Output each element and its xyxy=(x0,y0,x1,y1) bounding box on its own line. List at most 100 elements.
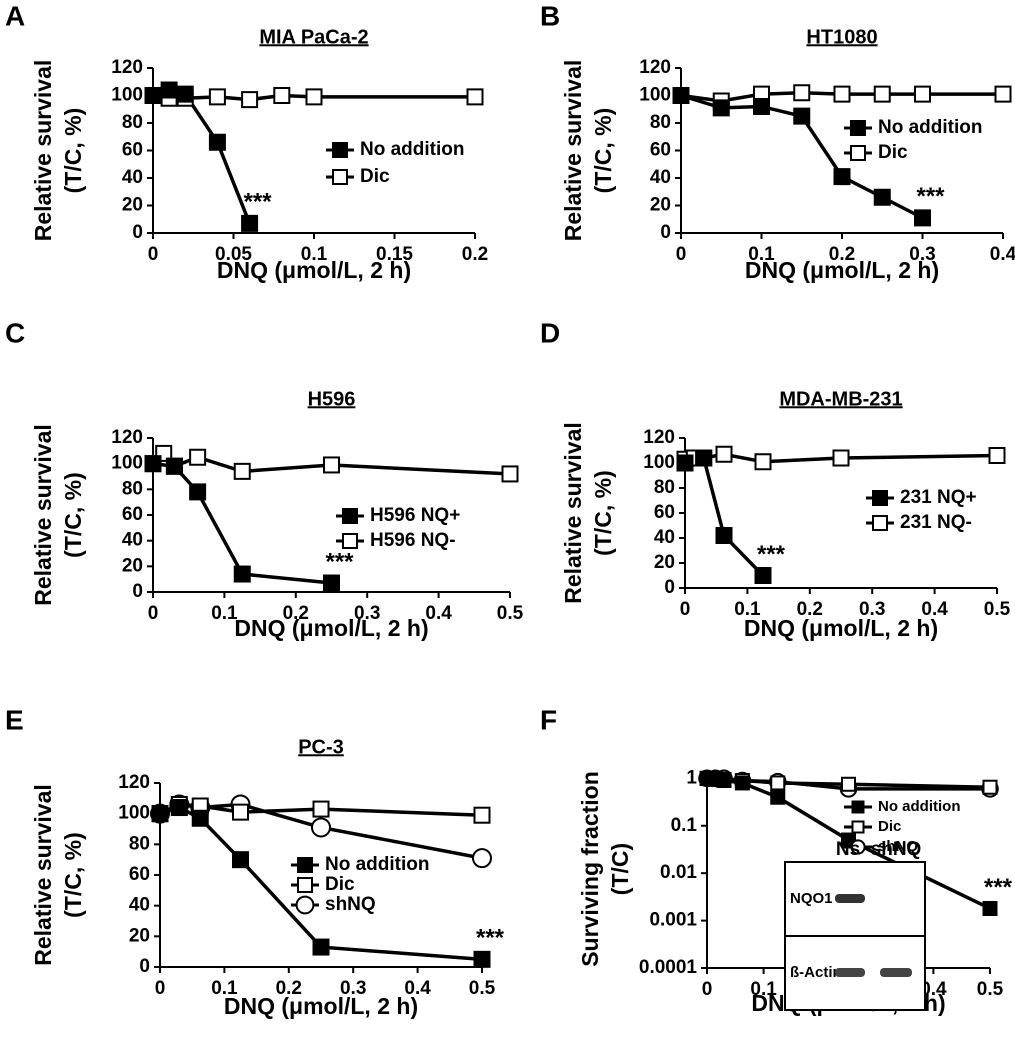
marker xyxy=(754,453,772,471)
y-tick-label: 20 xyxy=(654,552,675,573)
y-tick-label: 40 xyxy=(122,167,143,188)
y-tick-label: 40 xyxy=(650,167,671,188)
y-axis-label: Relative survival xyxy=(560,422,586,604)
y-tick-label: 40 xyxy=(654,527,675,548)
y-tick-label: 60 xyxy=(650,140,671,161)
marker xyxy=(770,789,786,805)
marker xyxy=(833,85,851,103)
inset-row: NQO1 xyxy=(790,890,833,907)
marker xyxy=(170,799,188,817)
x-tick-label: 0.2 xyxy=(829,244,855,265)
series-line xyxy=(152,461,332,585)
legend-label: Dic xyxy=(325,874,355,895)
x-axis-label: DNQ (μmol/L, 2 h) xyxy=(745,257,939,283)
legend-label: No addition xyxy=(360,139,464,160)
y-tick-label: 0 xyxy=(664,577,675,598)
marker xyxy=(342,533,358,549)
marker xyxy=(734,775,750,791)
marker xyxy=(715,445,733,463)
x-tick-label: 0.1 xyxy=(748,244,775,265)
marker xyxy=(672,87,690,104)
panel-letter: E xyxy=(5,704,24,735)
y-tick-label: 120 xyxy=(118,772,150,793)
marker xyxy=(695,449,713,467)
x-tick-label: 0.3 xyxy=(354,603,380,624)
marker xyxy=(753,98,770,115)
marker xyxy=(712,99,730,117)
marker xyxy=(332,142,348,158)
marker xyxy=(850,839,866,855)
legend-label: Dic xyxy=(878,818,901,835)
marker xyxy=(873,85,891,103)
x-tick-label: 0.1 xyxy=(750,979,777,1000)
legend-label: H596 NQ- xyxy=(370,530,456,551)
marker xyxy=(754,567,772,584)
y-axis-label: Relative survival xyxy=(560,60,586,242)
y-tick-label: 80 xyxy=(654,477,675,498)
panel-letter: A xyxy=(5,0,25,31)
x-tick-label: 0.3 xyxy=(909,244,935,265)
marker xyxy=(311,817,331,838)
marker xyxy=(151,805,169,823)
marker xyxy=(473,950,491,968)
marker xyxy=(323,456,340,474)
legend-label: No addition xyxy=(878,798,961,815)
y-tick-label: 1 xyxy=(686,767,697,788)
x-tick-label: 0 xyxy=(702,979,713,1000)
y-tick-label: 20 xyxy=(650,195,671,216)
marker xyxy=(872,490,888,506)
annotation: *** xyxy=(984,874,1013,901)
marker xyxy=(833,168,851,186)
marker xyxy=(232,803,249,821)
marker xyxy=(793,84,811,102)
marker xyxy=(841,776,856,792)
y-axis-label: (T/C, %) xyxy=(60,108,86,194)
marker xyxy=(160,81,178,99)
chart-title: MIA PaCa-2 xyxy=(259,26,368,48)
marker xyxy=(982,779,998,795)
x-tick-label: 0 xyxy=(148,603,159,624)
y-axis-label: (T/C, %) xyxy=(590,470,616,556)
marker xyxy=(715,527,733,544)
marker xyxy=(241,91,259,109)
legend-label: 231 NQ- xyxy=(900,512,972,533)
y-tick-label: 0.001 xyxy=(649,910,697,931)
legend-label: No addition xyxy=(325,854,429,875)
x-tick-label: 0.4 xyxy=(404,978,431,999)
y-tick-label: 0.1 xyxy=(671,815,698,836)
panel-letter: F xyxy=(540,704,557,735)
y-tick-label: 0 xyxy=(132,581,143,602)
x-tick-label: 0.3 xyxy=(340,978,366,999)
y-tick-label: 60 xyxy=(122,140,143,161)
legend-label: H596 NQ+ xyxy=(370,505,460,526)
marker xyxy=(232,851,249,869)
y-axis-label: Relative survival xyxy=(30,784,56,966)
chart-title: MDA-MB-231 xyxy=(779,388,902,410)
marker xyxy=(144,455,162,473)
marker xyxy=(851,800,865,814)
marker xyxy=(297,877,313,893)
series-line xyxy=(684,455,765,577)
marker xyxy=(473,806,491,824)
y-tick-label: 100 xyxy=(639,85,671,106)
x-tick-label: 0.1 xyxy=(211,978,238,999)
marker xyxy=(233,565,251,583)
y-axis-label: (T/C, %) xyxy=(60,472,86,558)
marker xyxy=(208,88,226,106)
x-tick-label: 0 xyxy=(155,978,166,999)
blot-band xyxy=(835,894,865,903)
annotation: *** xyxy=(916,183,945,210)
x-tick-label: 0.2 xyxy=(462,244,488,265)
inset-column: Ns xyxy=(836,839,860,860)
x-tick-label: 0.2 xyxy=(283,603,309,624)
x-axis-label: DNQ (μmol/L, 2 h) xyxy=(744,615,938,641)
x-tick-label: 0 xyxy=(676,244,687,265)
y-tick-label: 40 xyxy=(122,530,143,551)
marker xyxy=(994,85,1012,103)
marker xyxy=(850,120,866,136)
marker xyxy=(312,938,330,956)
annotation: *** xyxy=(757,541,786,568)
x-tick-label: 0.5 xyxy=(469,978,496,999)
marker xyxy=(144,87,162,104)
y-tick-label: 0 xyxy=(660,222,671,243)
